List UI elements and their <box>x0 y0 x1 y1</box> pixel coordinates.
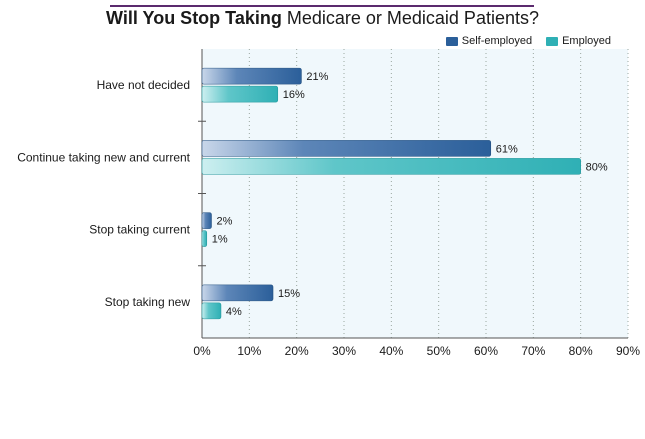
value-label-employed-continue-taking-new-and-current: 80% <box>586 161 608 173</box>
bar-employed-stop-taking-current <box>202 231 207 247</box>
category-label-stop-taking-current: Stop taking current <box>89 223 190 237</box>
category-label-continue-taking-new-and-current: Continue taking new and current <box>17 150 190 164</box>
bar-chart: 0% 10% 20% 30% 40% 50% 60% 70% 80% 90% Have not de… <box>0 0 645 439</box>
value-label-self-employed-stop-taking-new: 15% <box>278 288 300 300</box>
bar-self-employed-continue-taking-new-and-current <box>202 140 491 156</box>
x-tick-label: 60% <box>474 344 498 358</box>
value-label-employed-stop-taking-current: 1% <box>212 234 228 246</box>
x-tick-label: 80% <box>569 344 593 358</box>
bar-employed-have-not-decided <box>202 86 278 102</box>
bar-self-employed-have-not-decided <box>202 68 301 84</box>
x-tick-label: 10% <box>237 344 261 358</box>
x-tick-label: 50% <box>427 344 451 358</box>
bar-employed-continue-taking-new-and-current <box>202 158 581 174</box>
x-tick-label: 20% <box>285 344 309 358</box>
bar-employed-stop-taking-new <box>202 303 221 319</box>
chart-container: Will You Stop Taking Medicare or Medicai… <box>0 0 645 439</box>
value-label-self-employed-stop-taking-current: 2% <box>216 216 232 228</box>
bar-self-employed-stop-taking-new <box>202 285 273 301</box>
x-tick-label: 90% <box>616 344 640 358</box>
value-label-employed-have-not-decided: 16% <box>283 89 305 101</box>
value-label-self-employed-continue-taking-new-and-current: 61% <box>496 143 518 155</box>
value-label-employed-stop-taking-new: 4% <box>226 306 242 318</box>
bar-self-employed-stop-taking-current <box>202 213 211 229</box>
x-tick-label: 70% <box>521 344 545 358</box>
category-label-stop-taking-new: Stop taking new <box>105 295 191 309</box>
x-tick-label: 0% <box>193 344 211 358</box>
category-label-have-not-decided: Have not decided <box>97 78 190 92</box>
x-tick-label: 40% <box>379 344 403 358</box>
x-tick-label: 30% <box>332 344 356 358</box>
value-label-self-employed-have-not-decided: 21% <box>306 71 328 83</box>
